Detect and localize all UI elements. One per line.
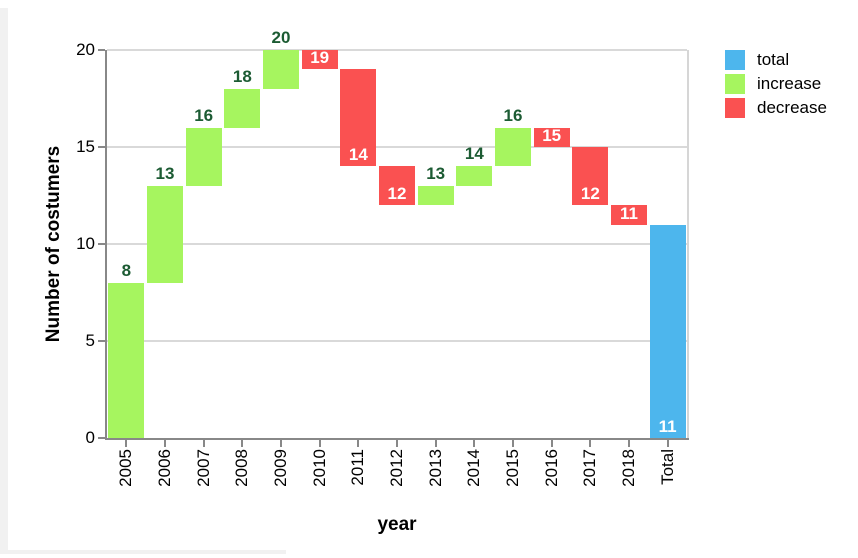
x-tick-2007 <box>202 440 205 447</box>
x-tick-2010 <box>318 440 321 447</box>
bar-2014[interactable] <box>456 166 493 186</box>
legend-swatch-icon <box>725 50 745 70</box>
legend-item-increase[interactable]: increase <box>725 74 827 94</box>
bar-2006[interactable] <box>147 185 183 283</box>
gridline-y-15 <box>107 146 687 148</box>
y-tick-20 <box>98 49 105 51</box>
bar-2009[interactable] <box>263 50 299 89</box>
x-tick-label-2013: 2013 <box>425 449 445 487</box>
x-tick-2018 <box>628 440 630 447</box>
legend-swatch-icon <box>725 74 745 94</box>
bar-2013[interactable] <box>417 185 454 206</box>
x-tick-label-2017: 2017 <box>580 449 600 487</box>
bar-value-label-2018: 11 <box>620 203 638 223</box>
x-tick-Total <box>666 440 669 447</box>
x-tick-label-2008: 2008 <box>232 449 252 487</box>
x-tick-label-2015: 2015 <box>503 449 522 487</box>
y-tick-5 <box>98 340 105 342</box>
bar-value-label-2007: 16 <box>194 105 214 125</box>
x-tick-label-2005: 2005 <box>116 449 136 487</box>
page-bottom-edge <box>0 550 286 554</box>
y-axis-title: Number of costumers <box>43 145 64 343</box>
x-tick-label-2011: 2011 <box>348 449 368 486</box>
legend-item-decrease[interactable]: decrease <box>725 98 827 118</box>
x-tick-2006 <box>164 440 166 447</box>
x-tick-2014 <box>473 440 476 447</box>
bar-value-label-2008: 18 <box>232 66 252 86</box>
bar-2016[interactable] <box>533 127 570 147</box>
bar-2005[interactable] <box>108 282 145 438</box>
panel-border-right <box>687 50 689 438</box>
x-tick-label-2018: 2018 <box>619 449 638 487</box>
x-tick-2005 <box>125 440 128 447</box>
y-tick-0 <box>98 437 105 439</box>
y-tick-10 <box>98 243 105 245</box>
legend-item-total[interactable]: total <box>725 50 827 70</box>
legend-label: decrease <box>757 98 827 117</box>
bar-value-label-2014: 14 <box>464 144 484 164</box>
bar-2010[interactable] <box>301 50 338 70</box>
x-tick-2013 <box>434 440 437 447</box>
bar-2011[interactable] <box>340 69 377 167</box>
x-tick-label-2012: 2012 <box>387 449 406 487</box>
y-tick-label-0: 0 <box>85 428 95 447</box>
x-tick-2008 <box>241 440 244 447</box>
gridline-y-20 <box>107 49 687 51</box>
bar-value-label-2016: 15 <box>542 126 562 145</box>
page-left-edge <box>0 8 8 552</box>
bar-value-label-2006: 13 <box>155 163 175 183</box>
y-axis-line <box>105 50 107 440</box>
bar-2015[interactable] <box>495 127 531 167</box>
gridline-y-5 <box>107 340 687 342</box>
bar-value-label-2017: 12 <box>580 184 600 204</box>
bar-value-label-2015: 16 <box>503 105 523 125</box>
x-tick-label-2016: 2016 <box>541 449 561 487</box>
gridline-y-10 <box>107 243 687 245</box>
x-tick-2009 <box>280 440 282 447</box>
x-tick-2016 <box>550 440 553 447</box>
bar-value-label-Total: 11 <box>658 417 677 436</box>
bar-value-label-2013: 13 <box>426 163 446 183</box>
x-tick-label-2009: 2009 <box>271 449 290 487</box>
x-axis-line <box>105 438 689 440</box>
bar-2008[interactable] <box>224 88 261 128</box>
legend: total increase decrease <box>725 50 827 122</box>
x-tick-2011 <box>357 440 360 447</box>
x-tick-label-Total: Total <box>657 449 677 485</box>
legend-label: increase <box>757 74 822 93</box>
bar-value-label-2010: 19 <box>310 48 330 68</box>
x-axis-title: year <box>377 514 417 535</box>
legend-label: total <box>757 50 790 69</box>
bar-value-label-2005: 8 <box>121 260 132 280</box>
x-tick-label-2007: 2007 <box>193 449 213 487</box>
bar-2007[interactable] <box>185 127 222 186</box>
bar-value-label-2011: 14 <box>348 145 368 165</box>
legend-swatch-icon <box>725 98 745 118</box>
x-tick-label-2006: 2006 <box>155 449 174 487</box>
bar-2018[interactable] <box>611 205 647 225</box>
y-tick-label-10: 10 <box>76 234 95 253</box>
bar-2017[interactable] <box>572 147 609 206</box>
y-tick-label-20: 20 <box>76 40 95 59</box>
y-tick-label-5: 5 <box>85 331 95 350</box>
x-tick-label-2010: 2010 <box>309 449 329 487</box>
x-tick-2017 <box>589 440 592 447</box>
bar-value-label-2012: 12 <box>387 184 407 204</box>
bar-value-label-2009: 20 <box>271 28 291 47</box>
x-tick-label-2014: 2014 <box>464 449 484 487</box>
bar-2012[interactable] <box>379 166 415 206</box>
y-tick-15 <box>98 146 105 148</box>
x-tick-2015 <box>512 440 514 447</box>
bar-Total[interactable] <box>649 224 686 438</box>
y-tick-label-15: 15 <box>76 137 95 156</box>
x-tick-2012 <box>396 440 398 447</box>
